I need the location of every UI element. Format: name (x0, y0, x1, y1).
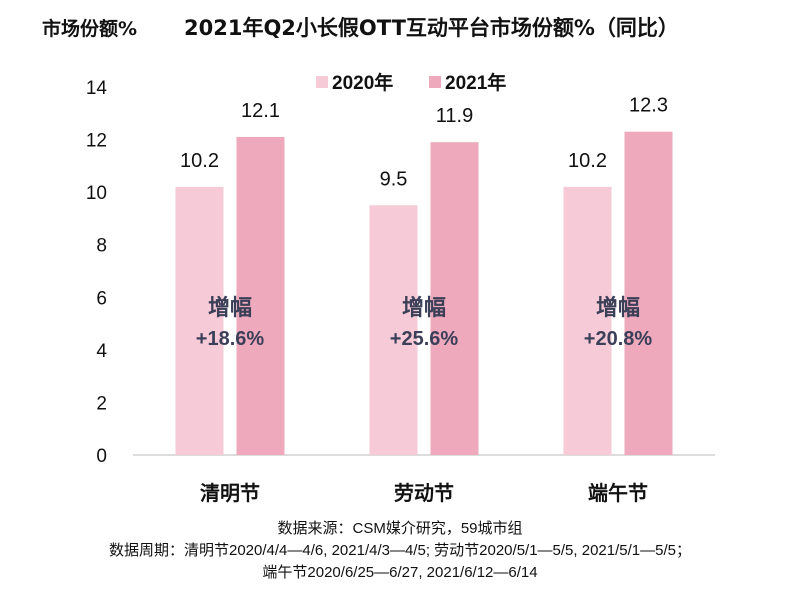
footer-source: 数据来源：CSM媒介研究，59城市组 (277, 520, 523, 537)
x-tick-label: 劳动节 (394, 481, 454, 505)
annotation-value: +18.6% (196, 328, 265, 350)
bar-2021年 (624, 131, 673, 455)
footer-period-line1: 数据周期：清明节2020/4/4—4/6, 2021/4/3—4/5; 劳动节2… (109, 542, 691, 559)
y-tick-label: 8 (96, 236, 107, 257)
data-label: 10.2 (180, 150, 219, 172)
y-tick-label: 10 (86, 183, 107, 204)
y-tick-label: 4 (96, 341, 107, 362)
legend-swatch (429, 76, 441, 88)
bar-chart: 0 2 4 6 8 10 12 14 10.2 12.1 清明节 增幅 +18.6% 9.5 11.9 劳动节… (86, 71, 715, 505)
legend-label: 2021年 (445, 71, 506, 94)
data-label: 12.1 (241, 100, 280, 122)
bar-2020年 (369, 205, 418, 455)
data-label: 11.9 (436, 105, 473, 127)
data-label: 9.5 (380, 168, 408, 190)
bar-2020年 (563, 186, 612, 455)
data-label: 12.3 (629, 95, 668, 117)
y-tick-label: 6 (96, 288, 107, 309)
annotation-label: 增幅 (208, 295, 252, 320)
x-tick-label: 清明节 (200, 481, 260, 505)
bar-2021年 (430, 142, 479, 455)
footer-period-line2: 端午节2020/6/25—6/27, 2021/6/12—6/14 (262, 564, 538, 581)
annotation-label: 增幅 (402, 295, 446, 320)
legend-label: 2020年 (332, 71, 393, 94)
annotation-label: 增幅 (596, 295, 640, 320)
y-axis-title: 市场份额% (42, 18, 138, 40)
bar-2021年 (236, 136, 285, 455)
data-label: 10.2 (568, 150, 607, 172)
bar-2020年 (175, 186, 224, 455)
y-tick-label: 2 (96, 393, 107, 414)
y-tick-label: 12 (86, 131, 107, 152)
y-tick-label: 0 (96, 446, 107, 467)
x-tick-label: 端午节 (588, 481, 648, 505)
y-tick-label: 14 (86, 78, 108, 99)
chart-title: 2021年Q2小长假OTT互动平台市场份额%（同比） (184, 16, 679, 40)
legend-swatch (316, 76, 328, 88)
annotation-value: +25.6% (390, 328, 459, 350)
annotation-value: +20.8% (584, 328, 653, 350)
